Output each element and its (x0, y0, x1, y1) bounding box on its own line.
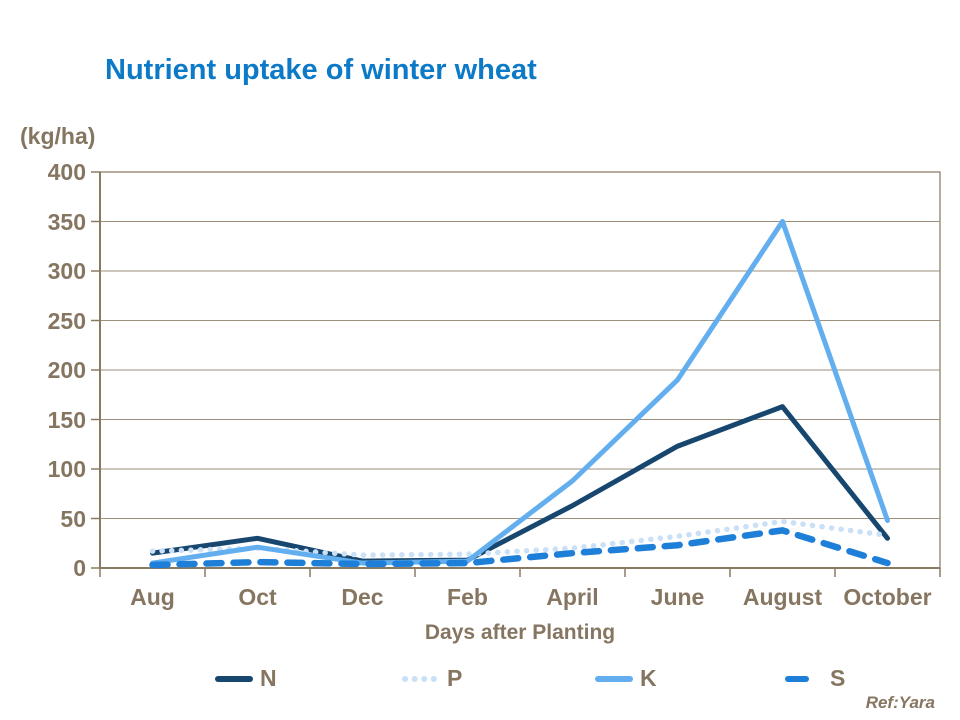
y-axis-label: 0 (73, 555, 86, 581)
series-line-S (149, 527, 891, 569)
x-axis-label: June (650, 584, 705, 610)
legend-line-sample (402, 675, 440, 682)
legend-label: N (260, 665, 277, 691)
y-axis-label: 100 (47, 456, 86, 482)
chart-title: Nutrient uptake of winter wheat (105, 54, 537, 86)
y-axis-label: 200 (47, 357, 86, 383)
legend-label: S (830, 665, 846, 691)
x-axis-label: Feb (447, 584, 488, 610)
y-axis-label: 50 (60, 505, 86, 532)
legend-label: P (447, 665, 463, 691)
reference-label: Ref:Yara (865, 693, 935, 712)
y-axis-label: 250 (47, 307, 86, 334)
x-axis-label: Oct (238, 584, 277, 610)
y-axis-label: 150 (47, 406, 86, 433)
series-line-N (150, 404, 890, 564)
x-axis-label: April (546, 584, 599, 610)
series-line-K (150, 219, 890, 566)
legend-line-sample (785, 675, 823, 682)
y-axis-label: 350 (47, 208, 86, 235)
legend-line-sample (215, 675, 253, 682)
legend-item: P (402, 665, 462, 692)
y-axis-unit-label: (kg/ha) (20, 123, 96, 149)
y-axis-label: 300 (47, 258, 86, 284)
legend-item: N (215, 665, 277, 692)
x-axis-title: Days after Planting (424, 621, 616, 644)
legend-label: K (640, 665, 657, 691)
x-axis-label: Aug (130, 584, 175, 610)
legend-line-sample (595, 675, 633, 682)
x-axis-label: Dec (341, 584, 384, 610)
legend-item: S (785, 665, 845, 692)
legend-item: K (595, 665, 657, 692)
y-axis-label: 400 (47, 159, 86, 185)
x-axis-label: August (742, 584, 823, 610)
x-axis-label: October (843, 584, 932, 610)
